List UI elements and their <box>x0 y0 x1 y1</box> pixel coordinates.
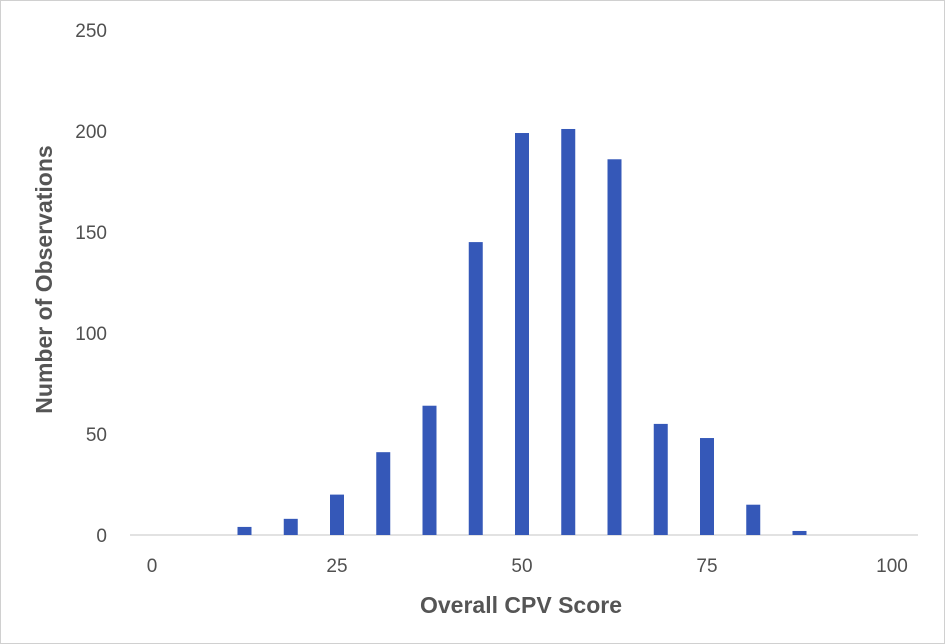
y-tick-label: 250 <box>75 21 107 42</box>
y-tick-label: 150 <box>75 223 107 244</box>
y-tick-label: 100 <box>75 324 107 345</box>
bar <box>330 494 344 535</box>
bars <box>237 128 807 536</box>
x-axis-title: Overall CPV Score <box>420 592 622 618</box>
x-tick-label: 25 <box>326 556 347 577</box>
x-tick-label: 75 <box>696 556 717 577</box>
bar <box>515 133 529 535</box>
bar <box>422 405 437 535</box>
bar <box>283 518 298 535</box>
bar <box>700 438 714 535</box>
x-tick-label: 100 <box>876 556 908 577</box>
x-axis-ticks: 0 25 50 75 100 <box>147 556 908 577</box>
y-tick-label: 0 <box>96 526 107 547</box>
bar <box>376 452 391 535</box>
bar <box>653 423 668 535</box>
y-tick-label: 200 <box>75 122 107 143</box>
bar <box>792 530 807 535</box>
bar <box>237 526 252 535</box>
y-axis-ticks: 0 50 100 150 200 250 <box>75 21 107 547</box>
y-axis-title: Number of Observations <box>31 145 57 413</box>
bar <box>468 242 483 535</box>
bar <box>607 159 622 535</box>
bar <box>561 128 576 536</box>
x-tick-label: 50 <box>511 556 532 577</box>
y-tick-label: 50 <box>86 425 107 446</box>
bar <box>746 504 761 535</box>
x-tick-label: 0 <box>147 556 158 577</box>
